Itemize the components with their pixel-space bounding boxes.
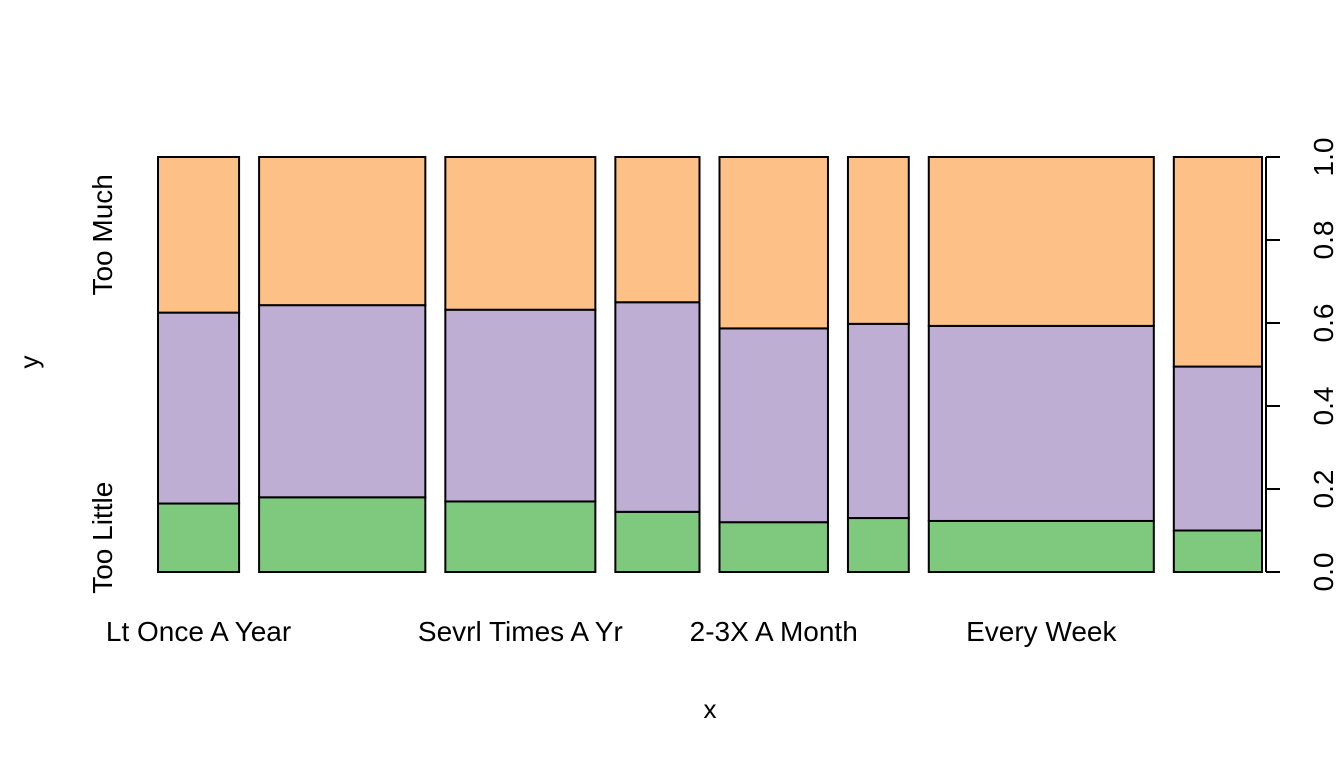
- right-axis-tick-label: 0.8: [1308, 221, 1339, 260]
- bar-segment-c7-l2: [1172, 156, 1263, 368]
- bar-segment-c0-l1: [157, 311, 241, 505]
- bar-segment-c0-l2: [157, 156, 241, 314]
- y-axis-title: y: [14, 356, 44, 369]
- right-axis: 0.0 0.2 0.4 0.6 0.8 1.0: [1265, 138, 1339, 592]
- right-axis-tick-label: 0.4: [1308, 387, 1339, 426]
- bar-segment-c5-l2: [846, 156, 910, 325]
- bar-segment-c3-l0: [614, 510, 701, 574]
- bar-segment-c4-l1: [718, 327, 829, 524]
- y-level-labels: Too Little Too Much: [87, 174, 118, 594]
- bar-segment-c2-l2: [444, 156, 597, 311]
- x-tick-label: Every Week: [966, 616, 1117, 647]
- bar-segment-c4-l2: [718, 156, 829, 330]
- bar-segment-c1-l0: [258, 496, 427, 573]
- bar-segment-c3-l2: [614, 156, 701, 304]
- bar-segment-c4-l0: [718, 521, 829, 574]
- right-axis-tick-label: 0.6: [1308, 304, 1339, 343]
- bar-segment-c1-l1: [258, 304, 427, 499]
- bar-segment-c2-l1: [444, 308, 597, 503]
- bar-segment-c5-l1: [846, 322, 910, 520]
- bar-segment-c0-l0: [157, 502, 241, 573]
- x-tick-label: 2-3X A Month: [690, 616, 858, 647]
- bar-segment-c1-l2: [258, 156, 427, 307]
- x-axis-title: x: [704, 694, 717, 724]
- x-tick-label: Sevrl Times A Yr: [418, 616, 623, 647]
- bar-segment-c5-l0: [846, 517, 910, 573]
- right-axis-tick-label: 1.0: [1308, 138, 1339, 177]
- bar-segment-c7-l1: [1172, 365, 1263, 532]
- bar-segment-c3-l1: [614, 301, 701, 513]
- bar-segment-c6-l1: [927, 324, 1155, 522]
- right-axis-tick-label: 0.2: [1308, 470, 1339, 509]
- bar-segment-c6-l2: [927, 156, 1155, 327]
- bar-segment-c6-l0: [927, 519, 1155, 574]
- y-level-label: Too Much: [87, 174, 118, 295]
- y-level-label: Too Little: [87, 482, 118, 594]
- x-tick-label: Lt Once A Year: [106, 616, 291, 647]
- bar-segment-c2-l0: [444, 500, 597, 574]
- right-axis-tick-label: 0.0: [1308, 553, 1339, 592]
- bars-group: [157, 156, 1263, 574]
- x-tick-labels: Lt Once A Year Sevrl Times A Yr 2-3X A Mon…: [106, 616, 1118, 647]
- bar-segment-c7-l0: [1172, 529, 1263, 573]
